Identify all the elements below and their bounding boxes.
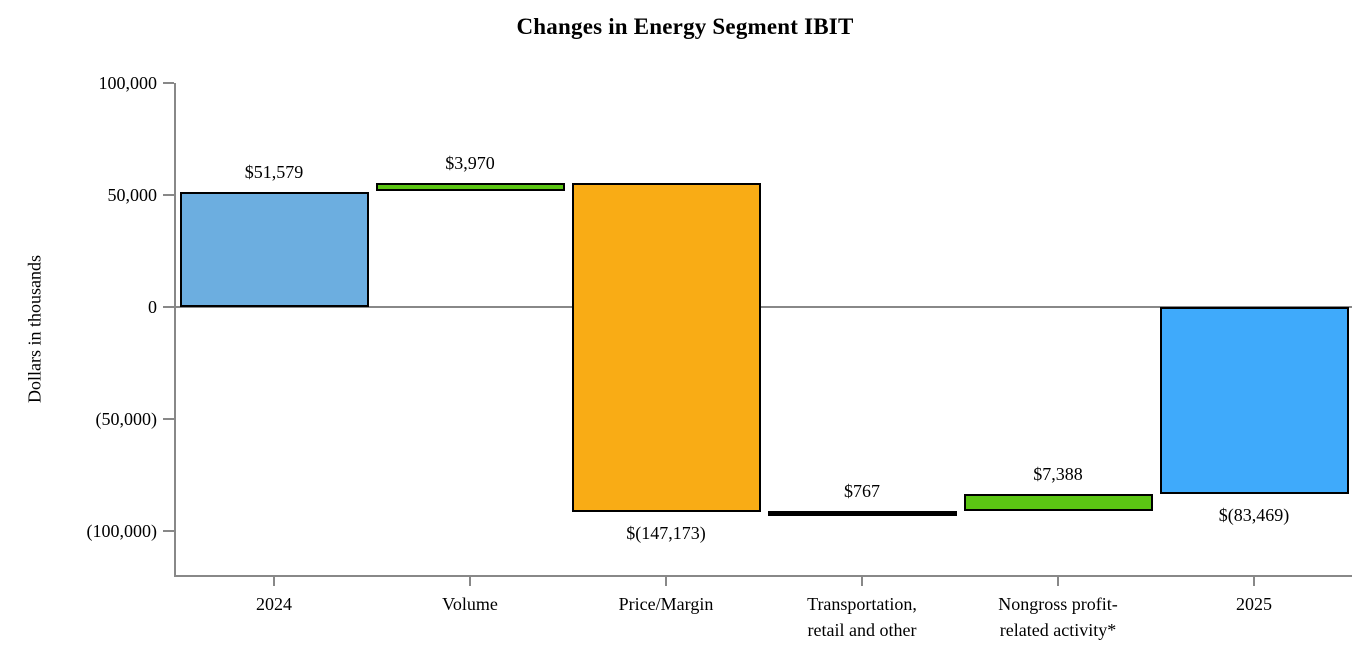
value-label-2024: $51,579 bbox=[244, 161, 304, 182]
y-tick-label: (50,000) bbox=[95, 409, 158, 430]
x-axis-label-nongross-profit-related-activity: Nongross profit- related activity* bbox=[998, 594, 1118, 640]
y-axis-line bbox=[174, 83, 176, 577]
x-tick-mark bbox=[1057, 577, 1059, 586]
y-tick-mark bbox=[163, 306, 174, 308]
x-tick-mark bbox=[861, 577, 863, 586]
y-tick-label: 50,000 bbox=[107, 185, 158, 205]
zero-line bbox=[176, 306, 1352, 308]
y-tick-mark bbox=[163, 530, 174, 533]
x-tick-mark bbox=[273, 577, 275, 586]
x-tick-mark bbox=[665, 577, 667, 586]
x-axis-label-price-margin: Price/Margin bbox=[618, 594, 714, 614]
bar-transportation-retail-and-other bbox=[767, 510, 957, 516]
value-label-price-margin: $(147,173) bbox=[626, 523, 706, 544]
x-axis-label-2024: 2024 bbox=[256, 594, 292, 614]
x-tick-mark bbox=[469, 577, 471, 586]
value-label-nongross-profit-related-activity: $7,388 bbox=[1033, 464, 1083, 485]
x-axis-label-2025: 2025 bbox=[1236, 594, 1272, 614]
value-label-volume: $3,970 bbox=[445, 152, 495, 173]
y-tick-mark bbox=[163, 418, 174, 421]
y-tick-label: (100,000) bbox=[86, 521, 158, 542]
bar-2024 bbox=[179, 191, 369, 308]
x-axis-line bbox=[174, 575, 1352, 577]
bar-price-margin bbox=[571, 182, 761, 513]
value-label-transportation-retail-and-other: $767 bbox=[844, 480, 880, 501]
bar-nongross-profit-related-activity bbox=[963, 494, 1153, 511]
chart-title: Changes in Energy Segment IBIT bbox=[516, 14, 854, 39]
y-tick-mark bbox=[163, 82, 174, 84]
y-tick-label: 0 bbox=[148, 297, 157, 317]
y-axis-title: Dollars in thousands bbox=[24, 255, 45, 403]
y-tick-mark bbox=[163, 194, 174, 196]
x-axis-label-transportation-retail-and-other: Transportation, retail and other bbox=[807, 594, 917, 640]
x-axis-label-volume: Volume bbox=[442, 594, 498, 614]
y-tick-label: 100,000 bbox=[98, 73, 158, 93]
x-tick-mark bbox=[1253, 577, 1255, 586]
bar-volume bbox=[375, 182, 565, 192]
value-label-2025: $(83,469) bbox=[1218, 505, 1290, 526]
bar-2025 bbox=[1159, 307, 1349, 494]
